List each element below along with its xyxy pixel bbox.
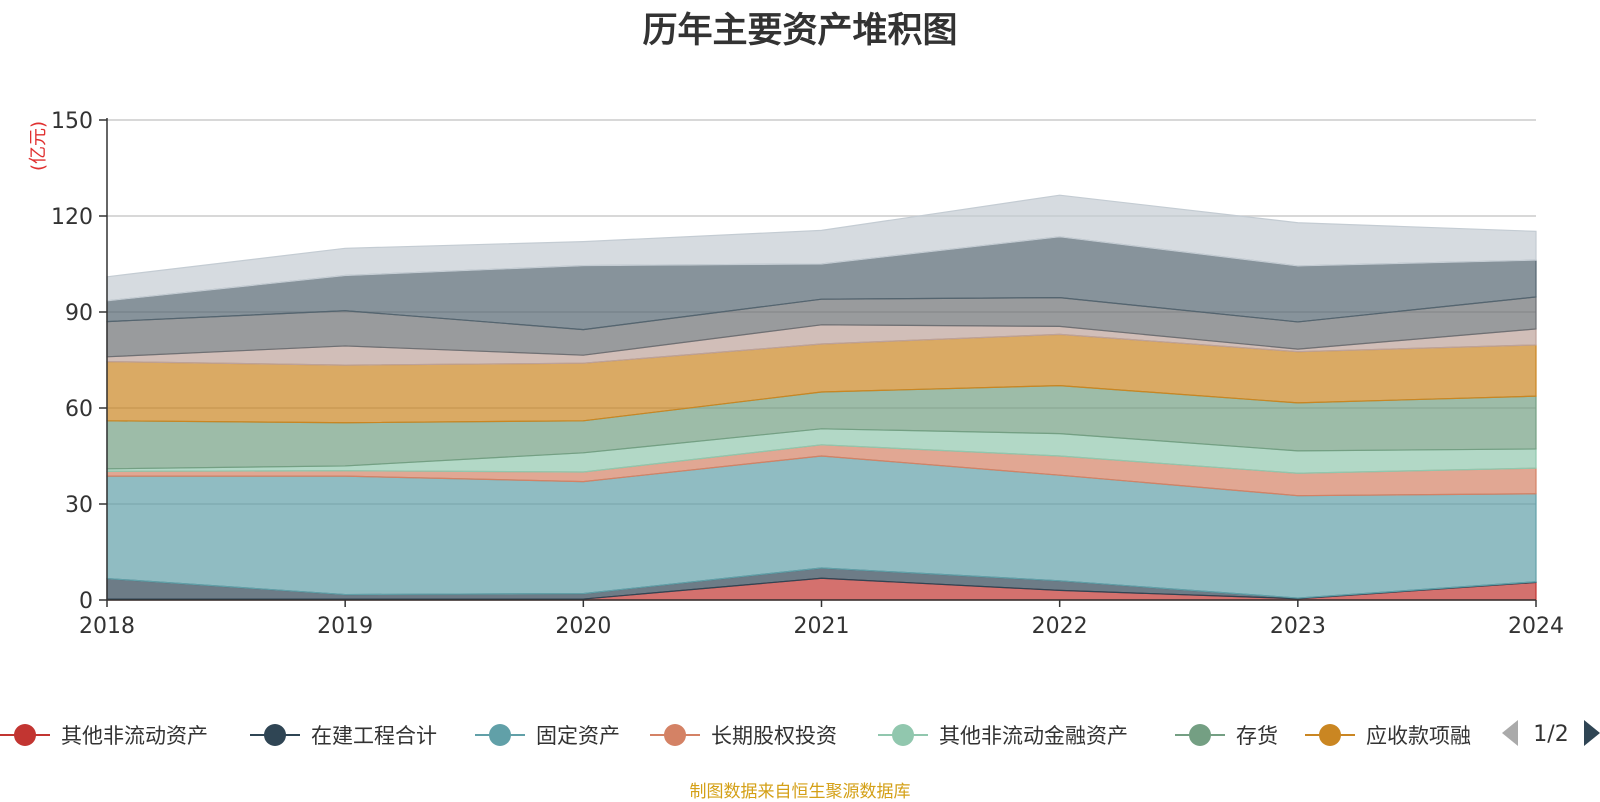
legend-marker [1189, 724, 1211, 746]
area-series [106, 194, 1537, 601]
legend-label: 存货 [1236, 724, 1278, 748]
y-axis-ticks: 0 30 60 90 120 150 [51, 109, 107, 614]
x-tick-label: 2021 [794, 614, 850, 639]
y-tick-label: 60 [65, 397, 93, 422]
y-unit-label: (亿元) [28, 121, 49, 171]
legend-label: 其他非流动金融资产 [939, 724, 1128, 748]
legend-page-indicator: 1/2 [1533, 722, 1568, 747]
x-tick-label: 2023 [1270, 614, 1326, 639]
legend-item[interactable]: 其他非流动金融资产 [878, 724, 1128, 748]
x-tick-label: 2022 [1032, 614, 1088, 639]
x-axis-ticks: 2018 2019 2020 2021 2022 2023 2024 [79, 600, 1564, 639]
legend-marker [264, 724, 286, 746]
y-tick-label: 120 [51, 205, 93, 230]
legend-marker [892, 724, 914, 746]
legend-marker [1319, 724, 1341, 746]
x-tick-label: 2020 [555, 614, 611, 639]
y-tick-label: 30 [65, 493, 93, 518]
x-tick-label: 2019 [317, 614, 373, 639]
legend-label: 应收款项融 [1366, 724, 1471, 748]
legend-item[interactable]: 应收款项融 [1305, 724, 1471, 748]
legend-label: 其他非流动资产 [61, 724, 208, 748]
legend-item[interactable]: 固定资产 [475, 724, 620, 748]
source-note: 制图数据来自恒生聚源数据库 [689, 782, 911, 802]
x-tick-label: 2018 [79, 614, 135, 639]
legend-pager: 1/2 [1502, 720, 1600, 747]
legend-label: 在建工程合计 [311, 724, 437, 748]
legend-prev-page-icon[interactable] [1502, 720, 1518, 746]
chart-title: 历年主要资产堆积图 [642, 11, 958, 51]
y-tick-label: 0 [79, 589, 93, 614]
legend-marker [489, 724, 511, 746]
legend-marker [14, 724, 36, 746]
x-tick-label: 2024 [1508, 614, 1564, 639]
legend: 其他非流动资产 在建工程合计 固定资产 长期股权投资 其他非流动金融资产 存货 应收款项融 [0, 724, 1471, 748]
legend-next-page-icon[interactable] [1584, 720, 1600, 746]
legend-item[interactable]: 存货 [1175, 724, 1278, 748]
legend-item[interactable]: 在建工程合计 [250, 724, 437, 748]
legend-item[interactable]: 其他非流动资产 [0, 724, 208, 748]
legend-label: 固定资产 [536, 724, 620, 748]
area-series-11 [106, 194, 1537, 302]
legend-label: 长期股权投资 [711, 724, 837, 748]
legend-item[interactable]: 长期股权投资 [650, 724, 837, 748]
y-tick-label: 90 [65, 301, 93, 326]
y-tick-label: 150 [51, 109, 93, 134]
legend-marker [664, 724, 686, 746]
